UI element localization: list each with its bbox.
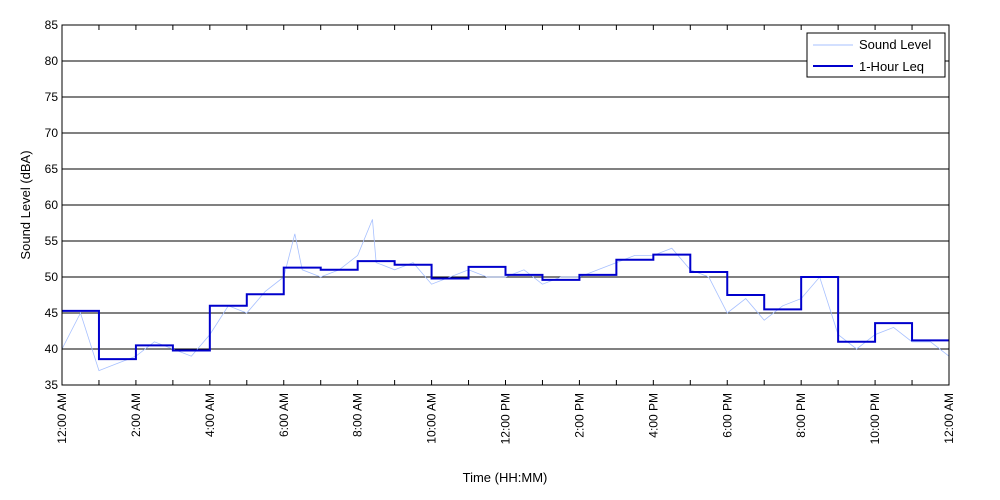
y-tick-label: 70 [45,126,59,140]
y-tick-label: 35 [45,378,59,392]
x-tick-label: 8:00 AM [351,393,365,437]
x-tick-label: 10:00 AM [425,393,439,444]
x-tick-label: 6:00 AM [277,393,291,437]
y-tick-label: 40 [45,342,59,356]
x-tick-label: 12:00 AM [942,393,956,444]
legend-label-sound-level: Sound Level [859,37,931,52]
series-line-1-hour-leq [62,253,949,361]
x-tick-label: 6:00 PM [720,393,734,438]
x-tick-label: 4:00 AM [203,393,217,437]
x-axis-title: Time (HH:MM) [463,470,548,485]
y-tick-label: 50 [45,270,59,284]
series-line-sound-level [61,219,950,372]
series-layer [61,219,950,372]
x-tick-label: 8:00 PM [794,393,808,438]
y-axis-ticks: 35 40 45 50 55 60 65 70 75 80 85 [45,18,949,392]
y-axis-title: Sound Level (dBA) [18,150,33,259]
x-tick-label: 4:00 PM [646,393,660,438]
y-tick-label: 60 [45,198,59,212]
x-tick-label: 12:00 AM [55,393,69,444]
legend-label-1-hour-leq: 1-Hour Leq [859,59,924,74]
y-tick-label: 75 [45,90,59,104]
x-tick-label: 2:00 AM [129,393,143,437]
x-tick-label: 2:00 PM [572,393,586,438]
x-axis-ticks: 12:00 AM 2:00 AM 4:00 AM 6:00 AM 8:00 AM 10:0… [55,25,956,444]
y-tick-label: 80 [45,54,59,68]
y-tick-label: 65 [45,162,59,176]
x-tick-label: 10:00 PM [868,393,882,444]
legend-box [806,32,946,78]
y-tick-label: 45 [45,306,59,320]
legend: Sound Level 1-Hour Leq [806,32,946,78]
y-tick-label: 55 [45,234,59,248]
x-tick-label: 12:00 PM [499,393,513,444]
y-tick-label: 85 [45,18,59,32]
